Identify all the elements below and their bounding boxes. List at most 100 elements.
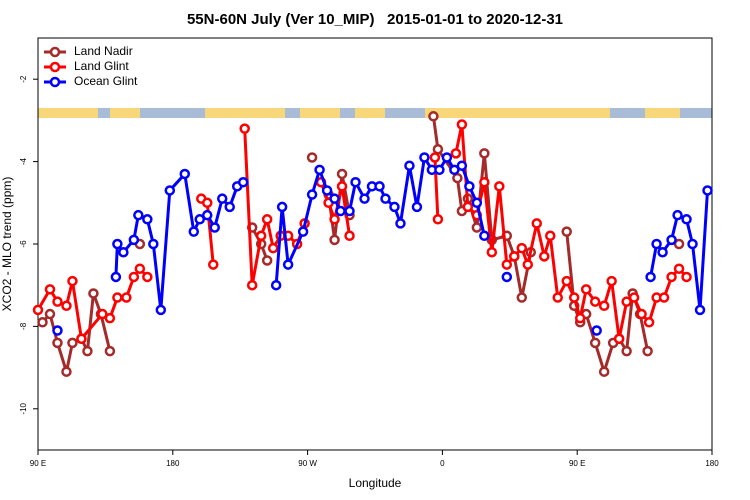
data-point: [97, 308, 108, 320]
data-point: [133, 209, 144, 221]
data-point: [329, 234, 340, 246]
data-point: [657, 246, 668, 258]
data-point: [432, 143, 444, 155]
y-axis-label: XCO2 - MLO trend (ppm): [0, 177, 14, 312]
data-point: [276, 201, 288, 213]
data-point: [52, 325, 63, 336]
land-strip: [205, 108, 285, 118]
data-point: [479, 176, 490, 188]
data-point: [621, 345, 632, 357]
data-point: [237, 176, 249, 188]
data-point: [673, 263, 685, 274]
data-point: [456, 119, 468, 130]
data-point: [121, 292, 132, 303]
data-point: [687, 238, 698, 250]
data-point: [531, 218, 543, 229]
data-point: [344, 230, 355, 242]
data-point: [411, 201, 423, 213]
legend-label: Ocean Glint: [74, 74, 138, 88]
data-point: [591, 325, 602, 336]
data-point: [142, 271, 153, 283]
y-tick-label: -4: [19, 157, 28, 165]
data-point: [449, 164, 460, 176]
data-point: [44, 284, 56, 295]
data-point: [255, 230, 267, 242]
data-point: [335, 205, 346, 217]
x-tick-label: 180: [166, 459, 180, 468]
data-point: [164, 185, 176, 196]
legend-marker: [49, 46, 61, 58]
data-point: [544, 230, 556, 242]
data-point: [201, 197, 213, 209]
data-point: [429, 152, 441, 163]
data-point: [216, 193, 228, 204]
data-point: [522, 259, 534, 270]
data-point: [552, 292, 563, 303]
data-point: [645, 271, 656, 283]
data-point: [450, 148, 462, 159]
data-point: [142, 214, 153, 225]
data-point: [666, 271, 677, 283]
data-point: [589, 296, 601, 307]
data-point: [574, 312, 586, 324]
data-point: [636, 308, 647, 320]
data-point: [501, 271, 513, 283]
x-tick-label: 180: [705, 459, 719, 468]
legend-marker: [49, 61, 61, 73]
data-point: [380, 193, 391, 204]
data-point: [32, 304, 44, 316]
data-point: [404, 160, 415, 171]
data-point: [67, 275, 78, 287]
data-point: [486, 246, 498, 258]
data-point: [261, 255, 273, 266]
map-strip: [38, 108, 712, 118]
data-point: [61, 300, 72, 312]
data-point: [651, 238, 662, 250]
data-point: [270, 279, 282, 291]
data-point: [82, 345, 93, 357]
x-tick-label: 90 W: [298, 459, 317, 468]
data-point: [207, 259, 219, 270]
land-strip: [425, 108, 610, 118]
data-point: [246, 279, 258, 291]
land-strip: [300, 108, 340, 118]
data-point: [666, 234, 677, 246]
data-point: [359, 193, 370, 204]
data-point: [61, 366, 72, 377]
data-point: [441, 152, 453, 163]
data-point: [329, 193, 340, 204]
data-point: [209, 222, 220, 233]
data-point: [104, 345, 116, 357]
data-point: [672, 209, 683, 221]
data-point: [598, 300, 610, 312]
y-tick-label: -10: [19, 402, 28, 414]
data-point: [194, 214, 206, 225]
data-point: [321, 185, 333, 196]
data-point: [336, 181, 348, 192]
chart-title: 55N-60N July (Ver 10_MIP) 2015-01-01 to …: [187, 11, 563, 28]
data-point: [52, 296, 63, 307]
data-point: [314, 164, 325, 176]
x-tick-label: 0: [440, 459, 445, 468]
data-point: [434, 164, 445, 176]
data-point: [613, 333, 625, 345]
data-point: [52, 337, 63, 349]
data-point: [112, 292, 123, 303]
data-point: [561, 275, 572, 287]
data-point: [681, 214, 692, 225]
legend-label: Land Glint: [74, 59, 129, 73]
data-point: [224, 201, 235, 213]
data-point: [643, 317, 655, 328]
data-point: [516, 292, 528, 303]
land-strip: [38, 108, 98, 118]
data-point: [395, 218, 406, 229]
data-point: [561, 226, 572, 237]
data-point: [306, 189, 318, 200]
data-point: [479, 148, 490, 159]
x-tick-label: 90 E: [30, 459, 46, 468]
data-point: [297, 226, 309, 237]
x-axis-label: Longitude: [349, 476, 402, 490]
data-point: [374, 181, 385, 192]
data-point: [538, 251, 550, 262]
